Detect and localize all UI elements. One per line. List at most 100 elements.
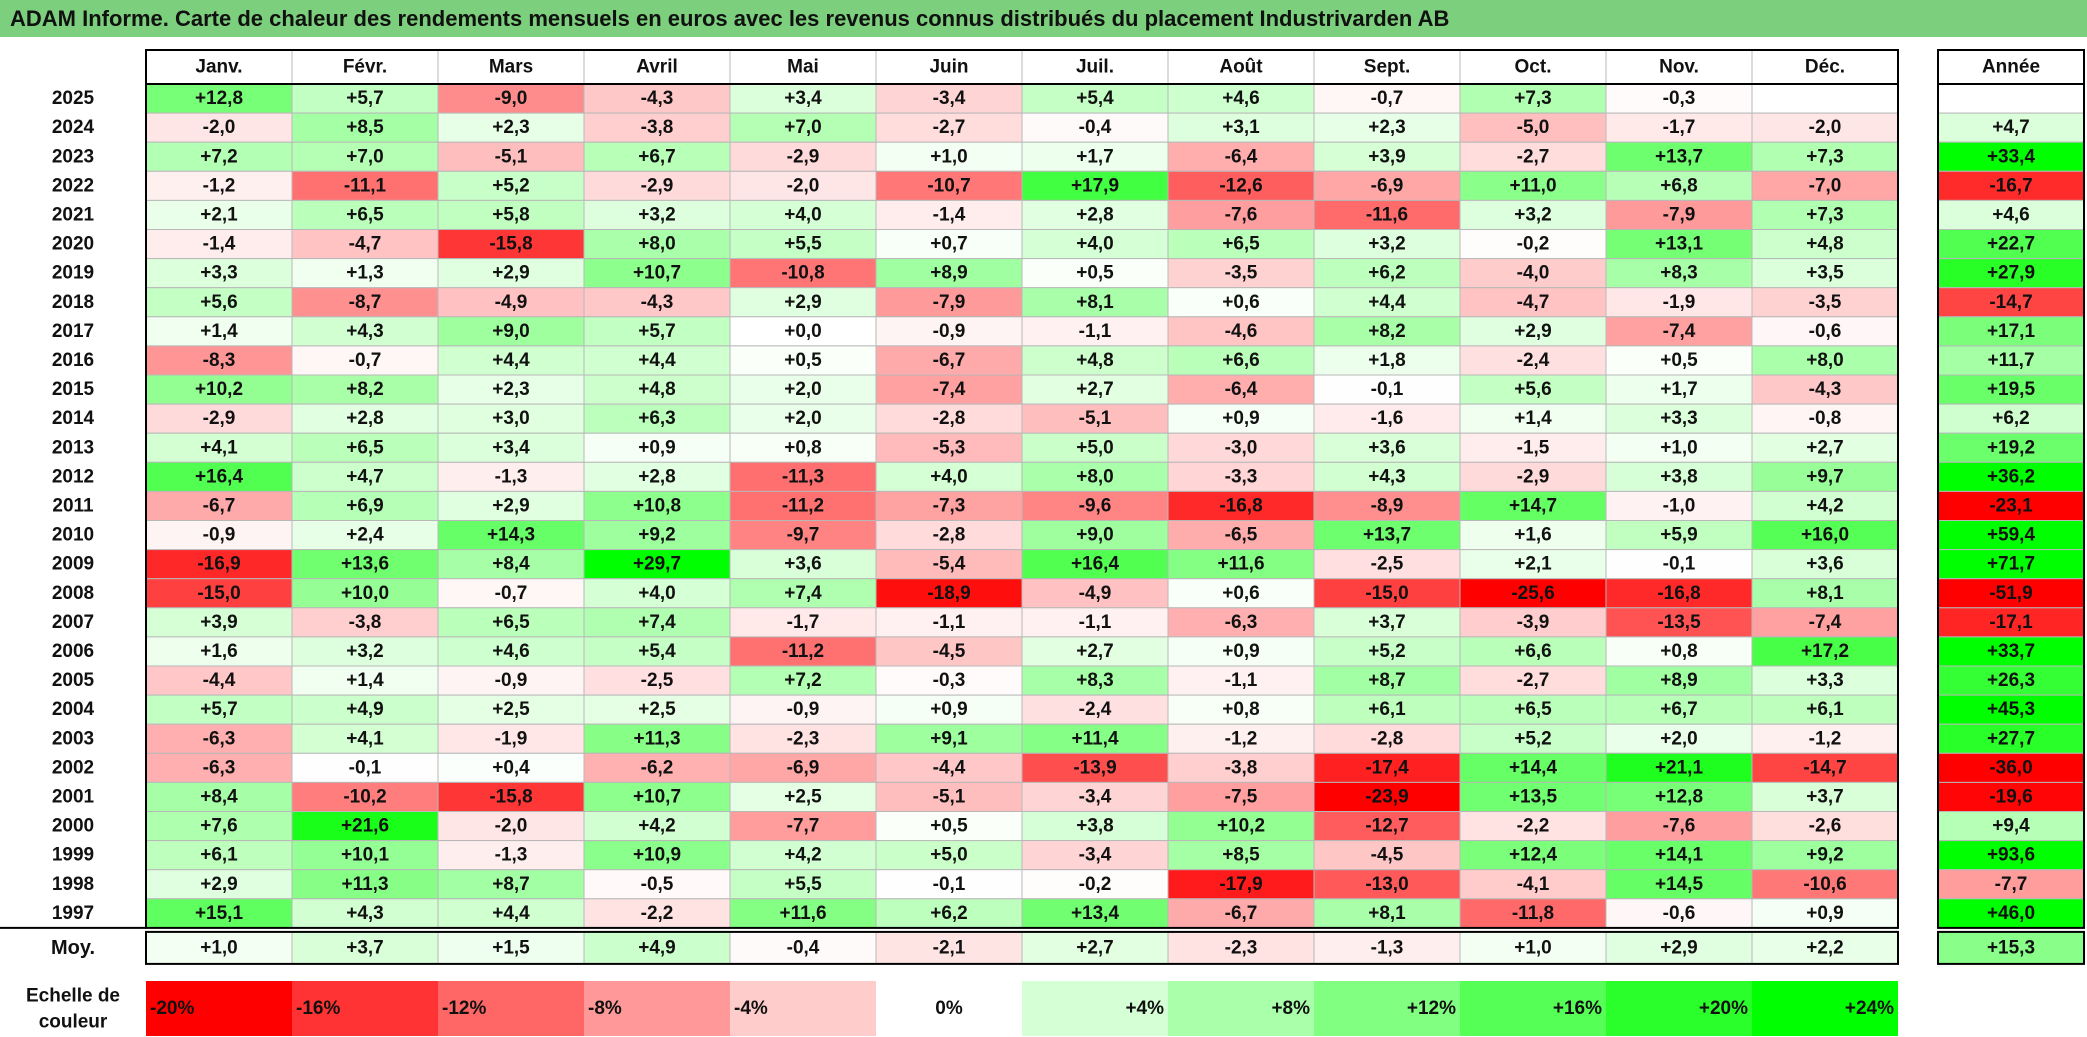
heatmap-cell-label: -4,0	[1517, 263, 1550, 284]
heatmap-cell-label: -0,3	[933, 670, 966, 691]
heatmap-cell-label: -1,0	[1663, 495, 1696, 516]
heatmap-cell	[1459, 287, 1607, 318]
heatmap-cell	[1459, 374, 1607, 405]
heatmap-cell-label: +0,5	[1660, 350, 1698, 371]
heatmap-cell-label: -0,9	[495, 670, 528, 691]
scale-label: +4%	[1125, 998, 1164, 1019]
heatmap-cell	[729, 258, 877, 289]
annual-cell-label: +93,6	[1987, 845, 2035, 866]
heatmap-cell-label: -1,5	[1517, 437, 1550, 458]
heatmap-cell	[1167, 316, 1315, 347]
row-year-label: 2005	[52, 670, 95, 691]
heatmap-cell-label: -1,4	[933, 204, 966, 225]
heatmap-cell	[583, 316, 731, 347]
heatmap-cell-label: -1,1	[1079, 321, 1112, 342]
heatmap-cell-label: -5,1	[933, 786, 966, 807]
scale-swatch	[292, 981, 438, 1036]
heatmap-cell-label: -1,7	[787, 612, 820, 633]
heatmap-cell-label: +3,3	[200, 263, 238, 284]
heatmap-cell	[1313, 869, 1461, 900]
annual-cell-label: +59,4	[1987, 525, 2036, 546]
annual-cell-label: -16,7	[1989, 175, 2032, 196]
heatmap-cell	[1751, 83, 1899, 114]
heatmap-cell	[1605, 578, 1753, 609]
heatmap-cell-label: +5,8	[492, 204, 530, 225]
heatmap-cell-label: +3,2	[638, 204, 676, 225]
heatmap-cell-label: +16,4	[195, 466, 244, 487]
heatmap-cell-label: -7,5	[1225, 786, 1258, 807]
heatmap-cell-label: -5,4	[933, 554, 966, 575]
annual-cell-label: -19,6	[1989, 786, 2032, 807]
scale-label: -4%	[734, 998, 768, 1019]
heatmap-cell-label: +4,1	[346, 728, 384, 749]
heatmap-cell-label: +8,9	[930, 263, 968, 284]
heatmap-cell	[1605, 490, 1753, 521]
row-year-label: 2007	[52, 612, 94, 633]
heatmap-cell	[1313, 811, 1461, 842]
heatmap-cell	[729, 287, 877, 318]
heatmap-cell	[875, 549, 1023, 580]
heatmap-cell-label: +2,1	[200, 204, 238, 225]
heatmap-cell	[1021, 607, 1169, 638]
heatmap-cell	[1751, 665, 1899, 696]
heatmap-cell	[1167, 869, 1315, 900]
annual-cell	[1937, 374, 2085, 405]
heatmap-cell-label: -1,9	[495, 728, 528, 749]
heatmap-cell	[583, 258, 731, 289]
heatmap-cell	[437, 607, 585, 638]
heatmap-cell-label: -5,1	[1079, 408, 1112, 429]
heatmap-cell	[875, 316, 1023, 347]
heatmap-cell	[291, 170, 439, 201]
heatmap-cell	[1459, 461, 1607, 492]
heatmap-cell-label: -0,1	[1663, 554, 1696, 575]
heatmap-cell-label: +1,7	[1076, 146, 1114, 167]
heatmap-cell-label: +9,0	[1076, 525, 1114, 546]
heatmap-cell-label: -13,5	[1657, 612, 1701, 633]
heatmap-cell-label: -4,3	[1809, 379, 1842, 400]
heatmap-cell-label: +13,7	[1655, 146, 1703, 167]
heatmap-cell-label: +4,4	[492, 350, 530, 371]
heatmap-cell-label: -2,7	[1517, 670, 1550, 691]
heatmap-cell	[1605, 345, 1753, 376]
heatmap-cell-label: +4,3	[346, 903, 384, 924]
heatmap-cell	[1605, 374, 1753, 405]
heatmap-cell-label: -15,0	[197, 583, 240, 604]
heatmap-cell-label: -2,4	[1517, 350, 1550, 371]
heatmap-cell	[875, 811, 1023, 842]
heatmap-cell-label: -16,8	[1219, 495, 1262, 516]
heatmap-cell	[1751, 898, 1899, 929]
heatmap-cell-label: -2,8	[1371, 728, 1404, 749]
heatmap-cell-label: -6,4	[1225, 379, 1258, 400]
heatmap-cell	[1751, 229, 1899, 260]
heatmap-cell-label: +4,3	[1368, 466, 1406, 487]
heatmap-cell	[1751, 199, 1899, 230]
heatmap-cell-label: +11,4	[1071, 728, 1118, 749]
heatmap-cell	[1605, 316, 1753, 347]
heatmap-cell-label: +3,2	[346, 641, 384, 662]
heatmap-cell-label: +10,0	[341, 583, 389, 604]
heatmap-cell-label: +4,0	[1076, 234, 1114, 255]
heatmap-cell-label: +0,9	[1222, 641, 1260, 662]
heatmap-cell-label: +8,5	[346, 117, 384, 138]
heatmap-cell-label: +4,7	[346, 466, 384, 487]
heatmap-cell	[875, 781, 1023, 813]
heatmap-cell-label: -4,9	[495, 292, 528, 313]
heatmap-cell-label: -7,9	[933, 292, 966, 313]
heatmap-cell-label: -3,8	[1225, 757, 1258, 778]
heatmap-cell-label: +5,7	[346, 88, 384, 109]
average-cell-label: +3,7	[346, 937, 384, 958]
heatmap-cell-label: +4,1	[200, 437, 238, 458]
heatmap-cell	[291, 607, 439, 638]
heatmap-cell	[1167, 549, 1315, 580]
heatmap-cell-label: +16,0	[1801, 525, 1849, 546]
heatmap-cell-label: -4,9	[1079, 583, 1112, 604]
heatmap-cell-label: -7,3	[933, 495, 966, 516]
scale-label: -16%	[296, 998, 340, 1019]
chart-title: ADAM Informe. Carte de chaleur des rende…	[10, 6, 1450, 31]
heatmap-cell-label: -1,2	[1225, 728, 1258, 749]
heatmap-cell-label: +14,5	[1655, 874, 1704, 895]
average-cell	[729, 931, 877, 965]
scale-label: -20%	[150, 998, 194, 1019]
heatmap-cell-label: -7,4	[1809, 612, 1842, 633]
heatmap-cell	[145, 549, 293, 580]
